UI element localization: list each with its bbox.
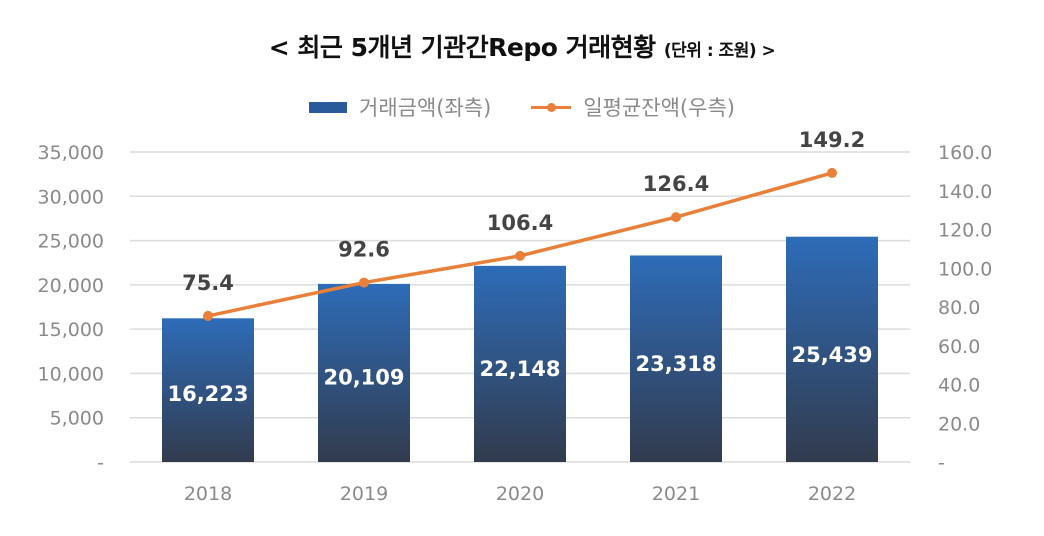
- line-point: [827, 167, 837, 178]
- line-point: [515, 250, 525, 261]
- left-tick-label: 25,000: [38, 231, 104, 253]
- title-text: < 최근 5개년 기관간Repo 거래현황: [268, 33, 656, 62]
- left-tick-label: 35,000: [38, 142, 104, 164]
- bar-data-label: 23,318: [635, 352, 716, 376]
- bar: [630, 255, 722, 462]
- left-tick-label: -: [97, 452, 104, 474]
- bar: [318, 283, 410, 462]
- left-tick-label: 15,000: [38, 319, 104, 341]
- x-tick-label: 2021: [652, 483, 700, 505]
- line-data-label: 75.4: [182, 271, 234, 295]
- legend-swatch-bar: [309, 101, 348, 113]
- x-tick-label: 2019: [340, 483, 388, 505]
- line-data-label: 92.6: [338, 238, 390, 262]
- chart-title: < 최근 5개년 기관간Repo 거래현황 (단위 : 조원) >: [0, 28, 1044, 64]
- line-point: [359, 277, 369, 288]
- bar: [474, 265, 566, 462]
- right-tick-label: 120.0: [938, 220, 992, 242]
- line-data-label: 149.2: [799, 128, 865, 152]
- right-tick-label: 60.0: [938, 336, 980, 358]
- left-tick-label: 20,000: [38, 275, 104, 297]
- right-tick-label: 140.0: [938, 181, 992, 203]
- right-tick-label: 100.0: [938, 258, 992, 280]
- x-tick-label: 2020: [496, 483, 544, 505]
- line-data-label: 106.4: [487, 211, 553, 235]
- legend-item-bar: 거래금액(좌측): [309, 92, 491, 122]
- legend-label: 일평균잔액(우측): [583, 96, 735, 120]
- bar-data-label: 16,223: [167, 382, 248, 406]
- line-point: [671, 212, 681, 223]
- bar-data-label: 20,109: [323, 366, 404, 390]
- right-tick-label: 20.0: [938, 413, 980, 435]
- left-tick-label: 5,000: [50, 408, 104, 430]
- right-tick-label: -: [938, 452, 945, 474]
- right-tick-label: 40.0: [938, 375, 980, 397]
- left-tick-label: 30,000: [38, 186, 104, 208]
- right-tick-label: 160.0: [938, 142, 992, 164]
- bar-data-label: 25,439: [791, 343, 872, 367]
- unit-text: (단위 : 조원) >: [663, 41, 776, 61]
- bar-data-label: 22,148: [479, 357, 560, 381]
- x-tick-label: 2022: [808, 483, 856, 505]
- legend-label: 거래금액(좌측): [359, 96, 492, 120]
- bar: [786, 236, 878, 462]
- line-point: [203, 310, 213, 321]
- legend-item-line: 일평균잔액(우측): [531, 92, 735, 122]
- right-tick-label: 80.0: [938, 297, 980, 319]
- left-tick-label: 10,000: [38, 363, 104, 385]
- x-tick-label: 2018: [184, 483, 232, 505]
- bar: [162, 318, 254, 462]
- legend-swatch-line: [531, 102, 572, 112]
- line-data-label: 126.4: [643, 172, 709, 196]
- legend: 거래금액(좌측) 일평균잔액(우측): [0, 92, 1044, 122]
